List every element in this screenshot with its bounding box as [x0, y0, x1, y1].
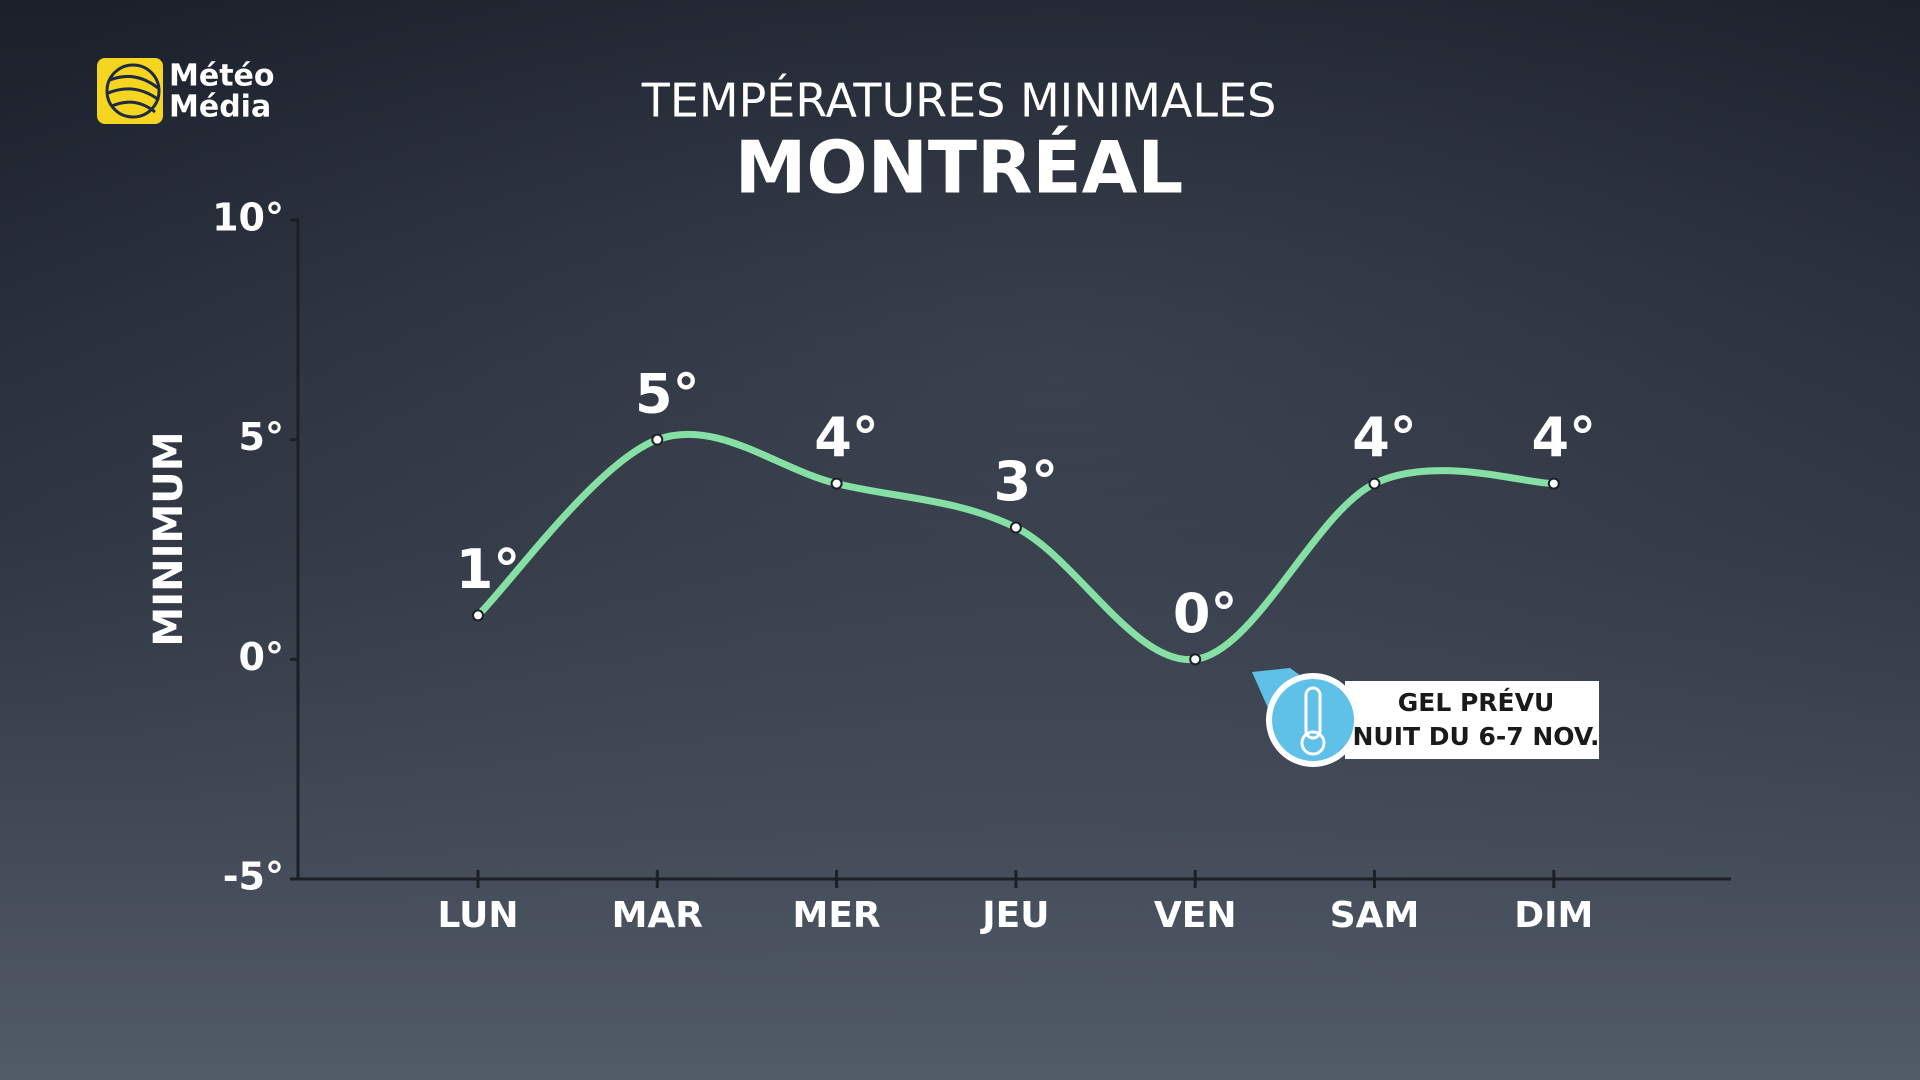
- y-tick-label: -5°: [223, 855, 284, 899]
- y-tick-label: 5°: [239, 415, 284, 459]
- annotation-icon: [1272, 679, 1354, 761]
- annotation-text: GEL PRÉVU: [1398, 688, 1555, 717]
- data-label: 4°: [814, 406, 879, 469]
- x-tick-label: JEU: [979, 895, 1049, 936]
- data-label: 1°: [456, 538, 521, 601]
- point: [1189, 653, 1202, 666]
- y-axis-label: MINIMUM: [146, 431, 192, 646]
- data-label: 3°: [994, 450, 1059, 513]
- logo-lines: [107, 74, 160, 114]
- point: [472, 609, 484, 622]
- data-label: 4°: [1532, 406, 1597, 469]
- point: [1009, 521, 1022, 534]
- chart-title: TEMPÉRATURES MINIMALES: [641, 74, 1277, 128]
- data-label: 4°: [1352, 406, 1417, 469]
- y-tick-label: 10°: [212, 196, 284, 240]
- point: [830, 477, 843, 490]
- logo-globe: [105, 63, 161, 119]
- annotation: GEL PRÉVU NUIT DU 6-7 NOV.: [1252, 668, 1600, 767]
- thermometer: [1304, 686, 1322, 740]
- x-tick-label: VEN: [1154, 895, 1237, 936]
- annotation-text: NUIT DU 6-7 NOV.: [1352, 722, 1599, 751]
- x-tick-label: SAM: [1330, 895, 1420, 936]
- logo-text: Météo: [169, 59, 275, 94]
- annotation-box: [1345, 681, 1599, 759]
- data-label: 0°: [1173, 582, 1238, 645]
- plot: -5° 0° 5° 10° LUN MAR MER JEU VEN SAM DIM 1° 5° 4° 3° 0…: [212, 196, 1596, 937]
- point: [1368, 477, 1381, 490]
- x-tick-label: LUN: [437, 895, 518, 936]
- point: [651, 433, 664, 446]
- thermometer-bulb: [1300, 730, 1326, 756]
- x-tick-label: MAR: [612, 895, 703, 936]
- x-tick-label: MER: [793, 895, 881, 936]
- chart-subtitle: MONTRÉAL: [735, 126, 1183, 210]
- data-label: 5°: [635, 362, 700, 425]
- logo: Météo Média: [97, 58, 275, 125]
- point: [1547, 477, 1560, 490]
- logo-text: Média: [169, 90, 271, 125]
- y-tick-label: 0°: [239, 635, 284, 679]
- x-tick-label: DIM: [1514, 895, 1593, 936]
